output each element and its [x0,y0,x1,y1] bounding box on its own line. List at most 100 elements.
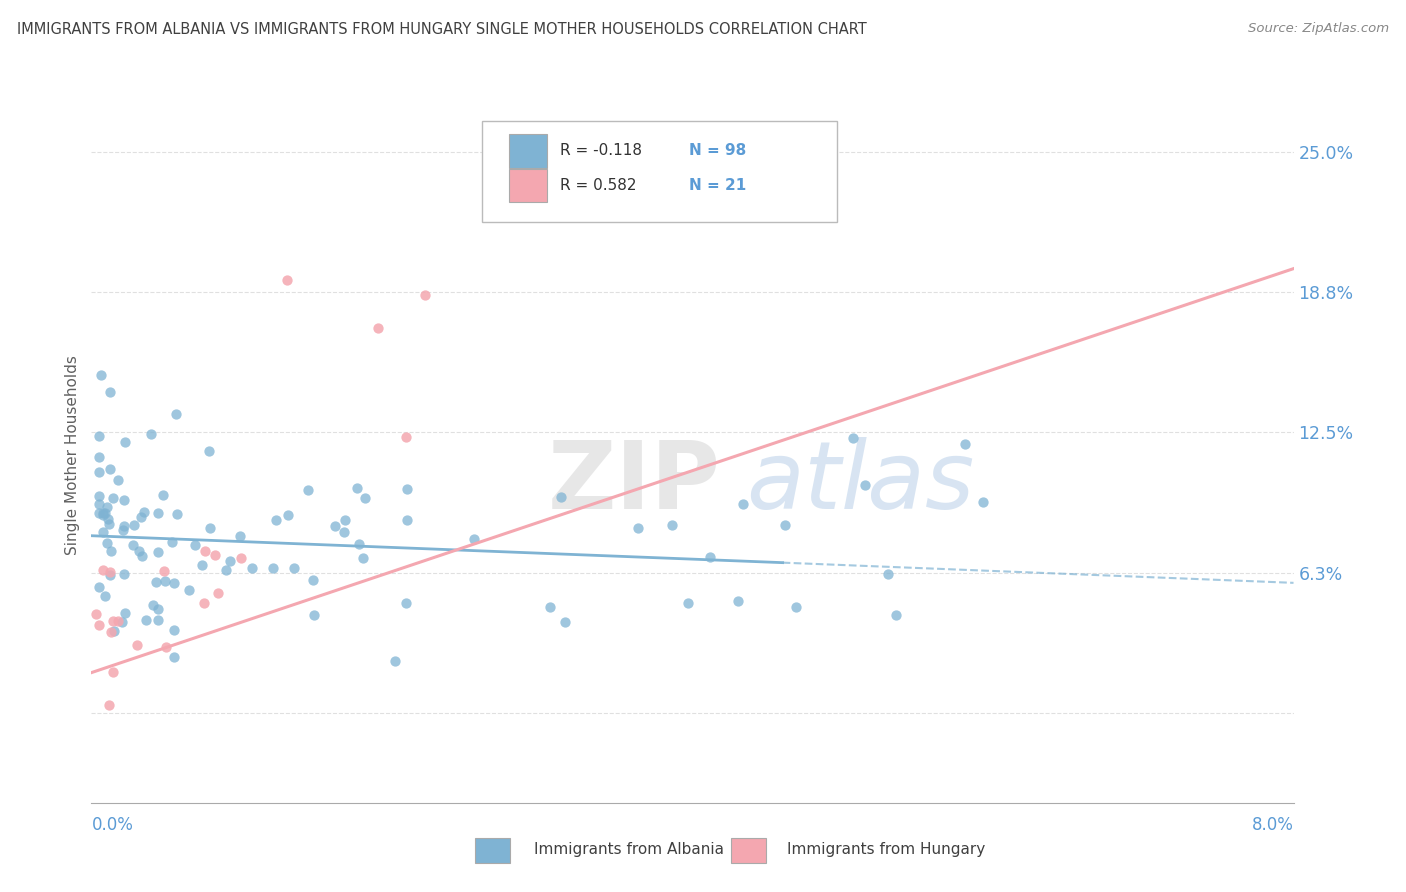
Point [207,586,229,600]
Point [94,506,117,520]
Point [91,524,114,539]
Text: N = 21: N = 21 [689,178,747,194]
Text: R = 0.582: R = 0.582 [560,178,637,194]
Point [277,508,299,522]
Point [87,580,110,594]
Point [121,538,143,552]
Text: Immigrants from Hungary: Immigrants from Hungary [787,842,986,856]
Point [463,532,485,546]
Point [264,513,287,527]
Point [676,595,699,609]
Point [165,407,187,421]
Point [111,523,134,537]
Y-axis label: Single Mother Households: Single Mother Households [65,355,80,555]
Point [367,321,389,335]
Point [229,529,252,543]
Point [198,444,221,458]
Point [395,482,418,496]
Point [96,536,118,550]
Point [91,508,114,522]
Point [122,518,145,533]
Point [955,437,977,451]
FancyBboxPatch shape [482,121,837,222]
Point [145,574,167,589]
Point [219,553,242,567]
Point [107,614,129,628]
Point [84,607,107,621]
Point [142,598,165,612]
FancyBboxPatch shape [509,169,547,202]
Point [111,615,134,629]
Point [152,488,174,502]
Point [699,549,721,564]
Point [773,518,796,533]
Point [94,589,117,603]
Point [135,613,157,627]
Point [731,497,754,511]
Point [90,368,112,382]
Point [627,521,650,535]
Point [395,596,418,610]
Point [114,435,136,450]
Point [87,497,110,511]
Point [103,665,125,679]
Point [198,521,221,535]
Text: IMMIGRANTS FROM ALBANIA VS IMMIGRANTS FROM HUNGARY SINGLE MOTHER HOUSEHOLDS CORR: IMMIGRANTS FROM ALBANIA VS IMMIGRANTS FR… [17,22,866,37]
Point [103,624,125,638]
Point [98,567,121,582]
Point [877,567,900,582]
Point [352,550,374,565]
Text: 0.0%: 0.0% [91,816,134,834]
Point [87,506,110,520]
Point [100,544,122,558]
Point [131,549,153,563]
Point [297,483,319,497]
Point [98,565,121,579]
Point [87,465,110,479]
Point [179,582,201,597]
Point [554,615,576,629]
Point [727,593,749,607]
Point [384,654,406,668]
Point [163,575,186,590]
Point [97,511,120,525]
Point [262,561,284,575]
Point [413,288,436,302]
Point [101,491,124,505]
Point [87,618,110,632]
Point [193,596,215,610]
Point [302,573,325,587]
Point [972,495,994,509]
Point [283,561,305,575]
Text: R = -0.118: R = -0.118 [560,144,643,159]
Point [114,606,136,620]
Text: atlas: atlas [747,437,974,528]
Point [661,517,683,532]
Point [96,500,118,515]
Point [98,462,121,476]
Point [162,623,184,637]
Point [162,535,184,549]
Point [91,563,114,577]
Text: 8.0%: 8.0% [1251,816,1294,834]
Point [146,506,169,520]
Point [550,490,572,504]
Point [853,478,876,492]
Point [98,516,121,531]
Point [129,509,152,524]
Point [841,431,863,445]
Point [155,574,177,588]
Point [215,563,238,577]
Point [132,505,155,519]
Point [153,565,176,579]
Point [155,640,177,654]
Point [538,600,561,615]
Point [191,558,214,572]
Point [125,638,148,652]
Point [146,602,169,616]
Point [395,430,418,444]
Point [166,507,188,521]
FancyBboxPatch shape [475,838,510,863]
Point [112,567,135,582]
Point [396,513,419,527]
